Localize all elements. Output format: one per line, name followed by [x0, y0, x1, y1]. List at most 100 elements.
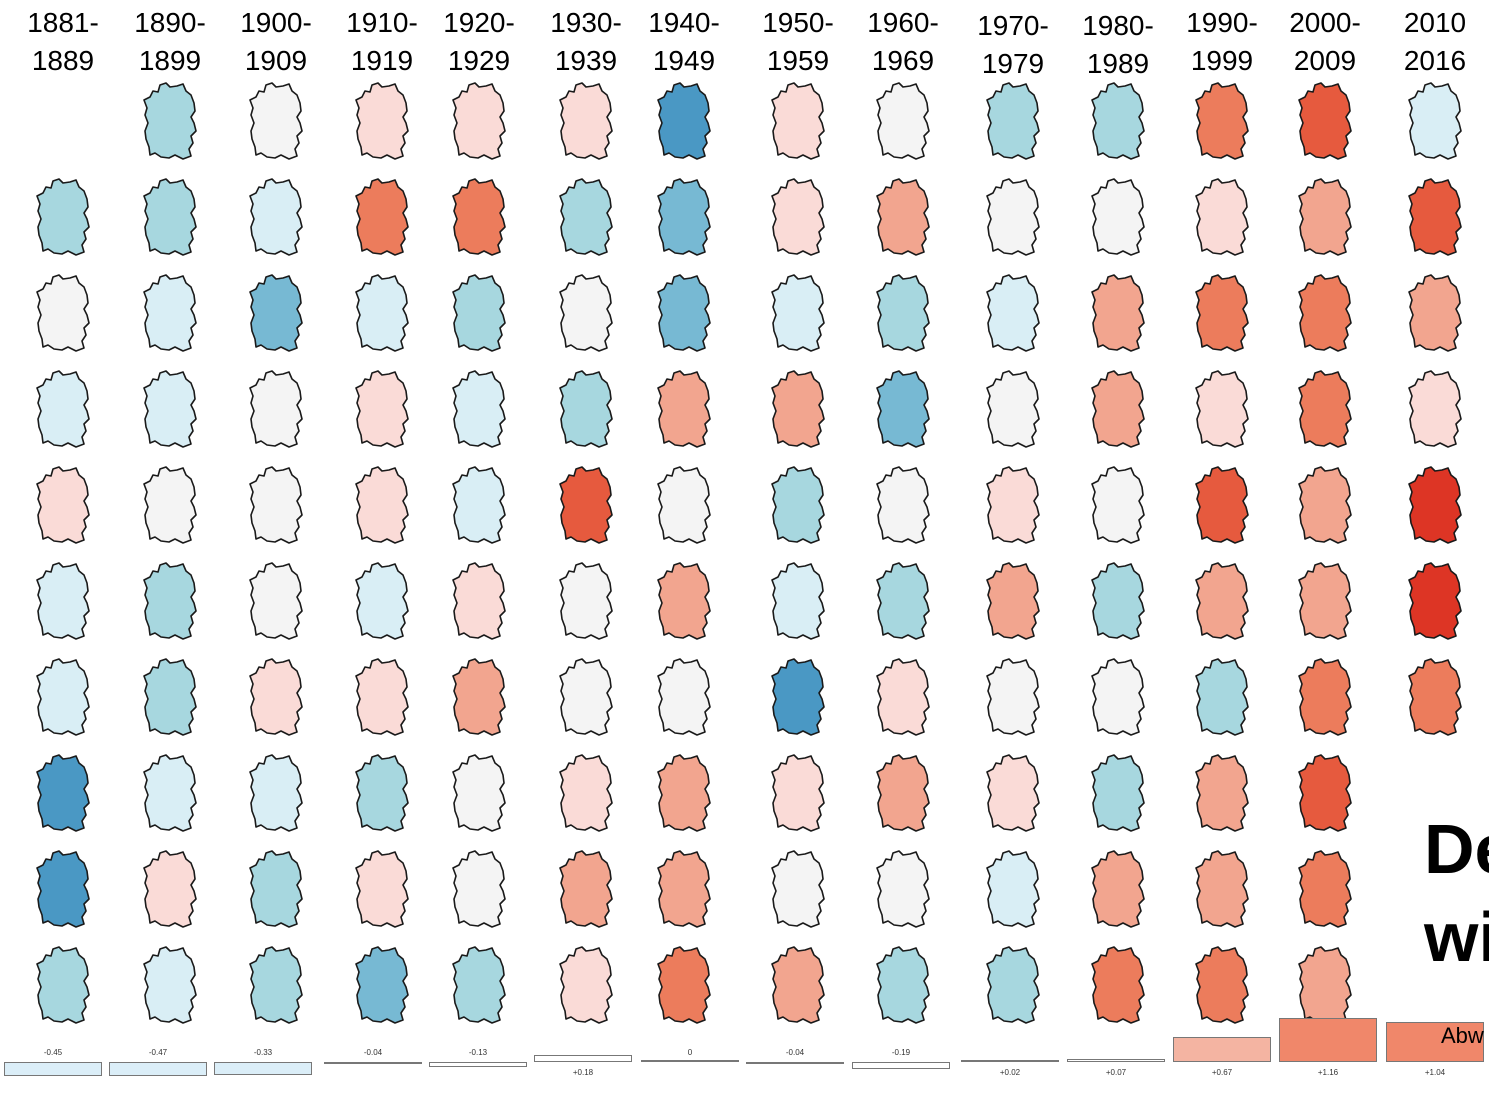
germany-map-shape [249, 178, 303, 256]
germany-map-cell [872, 657, 934, 737]
germany-map-shape [143, 370, 197, 448]
germany-map-cell [1404, 177, 1466, 257]
germany-map-cell [1404, 465, 1466, 545]
decade-mean-bar [852, 1062, 950, 1070]
germany-map-shape [559, 178, 613, 256]
germany-map-shape [1091, 178, 1145, 256]
germany-map-cell [555, 177, 617, 257]
germany-map-cell [872, 273, 934, 353]
decade-label-line: 1940- [648, 7, 720, 38]
germany-map-cell [872, 945, 934, 1025]
germany-map-cell [982, 849, 1044, 929]
germany-map-shape [1091, 946, 1145, 1024]
germany-map-shape [1091, 370, 1145, 448]
germany-map-cell [555, 945, 617, 1025]
germany-map-cell [767, 369, 829, 449]
decade-mean-bar [1279, 1017, 1377, 1062]
germany-map-cell [32, 657, 94, 737]
germany-map-cell [653, 369, 715, 449]
germany-map-cell [1294, 561, 1356, 641]
germany-map-shape [876, 946, 930, 1024]
decade-mean-label: -0.45 [43, 1048, 63, 1057]
germany-map-cell [139, 753, 201, 833]
germany-map-cell [767, 81, 829, 161]
germany-map-shape [1298, 82, 1352, 160]
germany-map-cell [1087, 81, 1149, 161]
germany-map-shape [249, 754, 303, 832]
germany-map-cell [1191, 561, 1253, 641]
germany-map-shape [559, 466, 613, 544]
germany-map-shape [1195, 562, 1249, 640]
germany-map-cell [555, 273, 617, 353]
germany-map-shape [559, 754, 613, 832]
chart-subtitle: Abw [1441, 1023, 1484, 1048]
germany-map-cell [448, 561, 510, 641]
decade-mean-bar [641, 1060, 739, 1062]
decade-label: 1881- 1889 [13, 4, 113, 80]
decade-label: 1910- 1919 [332, 4, 432, 80]
germany-map-shape [1408, 178, 1462, 256]
germany-map-shape [986, 562, 1040, 640]
germany-map-shape [986, 658, 1040, 736]
decade-mean-label: -0.19 [891, 1048, 911, 1057]
germany-map-cell [653, 177, 715, 257]
germany-map-shape [143, 754, 197, 832]
germany-map-shape [1298, 370, 1352, 448]
germany-map-cell [1404, 273, 1466, 353]
germany-map-shape [657, 274, 711, 352]
germany-map-shape [1298, 274, 1352, 352]
decade-label: 1960- 1969 [853, 4, 953, 80]
germany-map-shape [771, 82, 825, 160]
chart-title: De wi [1424, 805, 1489, 981]
germany-map-cell [448, 753, 510, 833]
decade-label-line: 1919 [350, 45, 414, 76]
germany-map-shape [1091, 754, 1145, 832]
germany-map-cell [448, 657, 510, 737]
germany-map-cell [982, 177, 1044, 257]
germany-map-shape [657, 178, 711, 256]
germany-map-cell [32, 753, 94, 833]
germany-map-shape [1091, 658, 1145, 736]
germany-map-cell [351, 561, 413, 641]
germany-map-shape [355, 946, 409, 1024]
decade-label-line: 1939 [554, 45, 618, 76]
germany-map-cell [1404, 369, 1466, 449]
germany-map-shape [355, 562, 409, 640]
decade-label: 1920- 1929 [429, 4, 529, 80]
germany-map-cell [139, 369, 201, 449]
germany-map-shape [559, 82, 613, 160]
decade-label-line: 1989 [1086, 48, 1150, 79]
germany-map-shape [452, 466, 506, 544]
germany-map-cell [351, 753, 413, 833]
germany-map-shape [657, 658, 711, 736]
decade-label-line: 1920- [443, 7, 515, 38]
decade-mean-bar [746, 1062, 844, 1064]
germany-map-shape [1195, 178, 1249, 256]
germany-map-cell [32, 465, 94, 545]
germany-map-cell [1404, 657, 1466, 737]
germany-map-shape [1298, 754, 1352, 832]
germany-map-cell [1294, 273, 1356, 353]
decade-label-line: 2000- [1289, 7, 1361, 38]
germany-map-cell [351, 849, 413, 929]
germany-map-shape [1195, 754, 1249, 832]
germany-map-cell [32, 561, 94, 641]
decade-mean-bar [109, 1062, 207, 1076]
germany-map-cell [448, 945, 510, 1025]
decade-label-line: 1990- [1186, 7, 1258, 38]
germany-map-cell [245, 849, 307, 929]
germany-map-cell [351, 369, 413, 449]
germany-map-cell [351, 657, 413, 737]
germany-map-cell [653, 273, 715, 353]
germany-map-shape [559, 850, 613, 928]
germany-map-shape [559, 562, 613, 640]
germany-map-shape [876, 82, 930, 160]
decade-label-line: 1890- [134, 7, 206, 38]
germany-map-shape [771, 562, 825, 640]
germany-map-cell [245, 945, 307, 1025]
germany-map-cell [1087, 177, 1149, 257]
germany-map-cell [555, 369, 617, 449]
germany-map-shape [452, 82, 506, 160]
decade-label: 2010 2016 [1385, 4, 1485, 80]
germany-map-shape [1091, 82, 1145, 160]
